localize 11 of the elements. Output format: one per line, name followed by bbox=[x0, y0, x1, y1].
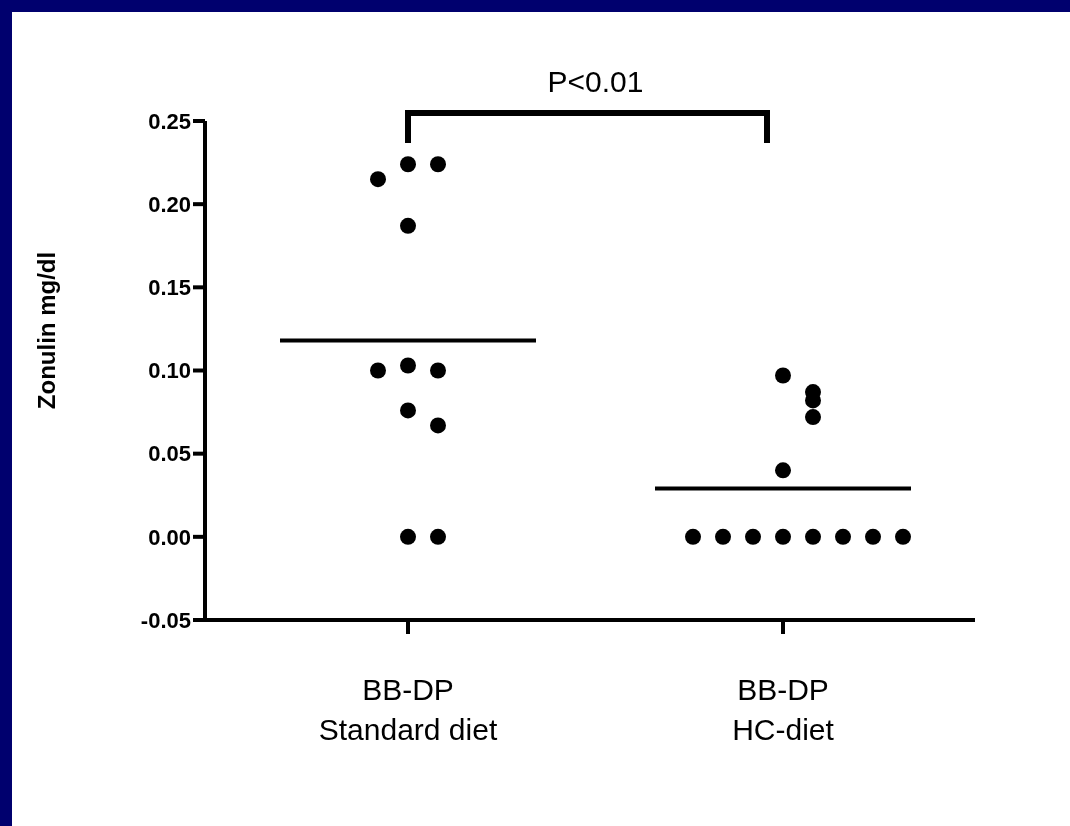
y-tick-label: -0.05 bbox=[140, 607, 191, 633]
y-axis-title: Zonulin mg/dl bbox=[33, 251, 60, 410]
y-tick-label: 0.05 bbox=[148, 441, 191, 467]
text: P<0.01 bbox=[547, 65, 644, 98]
y-tick-label: 0.20 bbox=[148, 191, 191, 217]
x-tick-label: BB-DP Standard diet bbox=[318, 673, 498, 746]
y-tick-label: 0.15 bbox=[148, 275, 191, 301]
y-tick-label: 0.25 bbox=[148, 108, 191, 134]
x-tick-label: BB-DP HC-diet bbox=[732, 673, 835, 746]
y-tick-label: 0.10 bbox=[148, 358, 191, 384]
y-tick-label: 0.00 bbox=[148, 524, 191, 550]
